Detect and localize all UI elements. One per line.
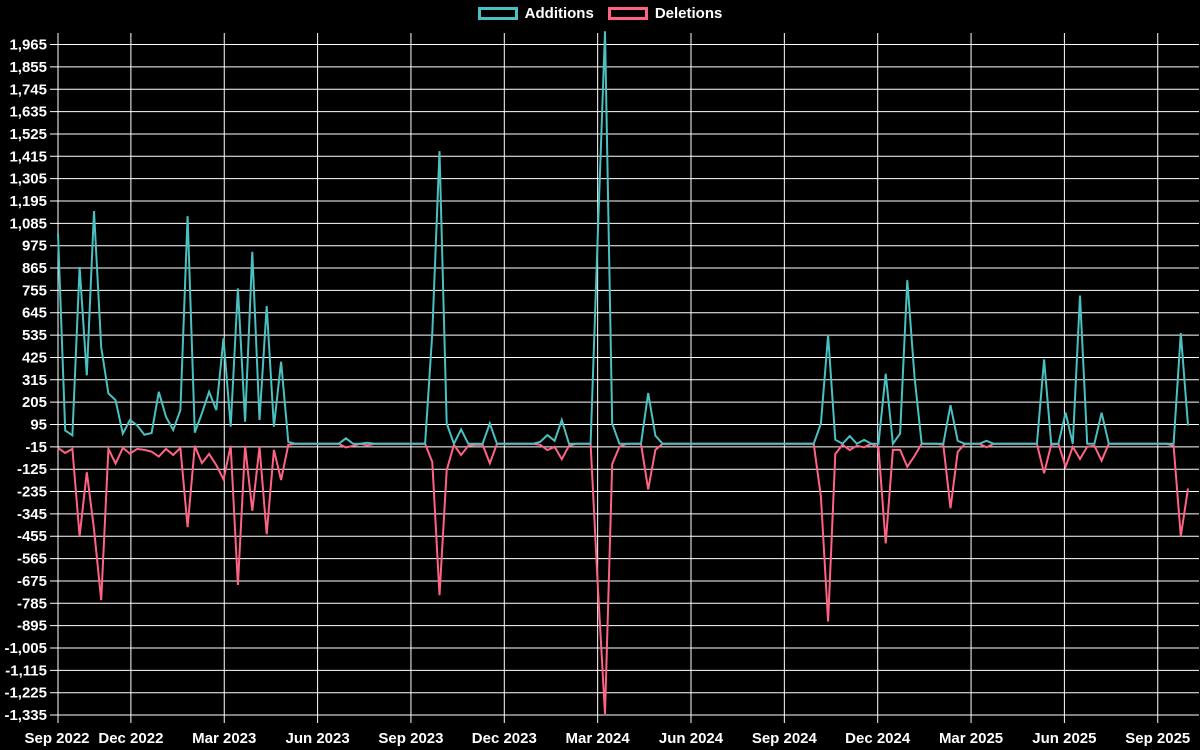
x-axis-tick-label: Mar 2025 [939,730,1003,747]
legend-item-additions[interactable]: Additions [477,5,594,22]
x-axis-tick-label: Mar 2023 [192,730,256,747]
x-axis-tick-label: Dec 2023 [472,730,537,747]
y-axis-tick-label: -1,005 [4,640,47,657]
y-axis-tick-label: -565 [17,551,47,568]
y-axis-tick-label: -1,335 [4,707,47,724]
y-axis-tick-label: 315 [22,372,47,389]
y-axis-tick-label: 1,415 [9,148,47,165]
additions-line [57,31,1189,447]
x-axis-tick-label: Sep 2022 [24,730,89,747]
x-axis-tick-label: Sep 2025 [1125,730,1190,747]
legend-label-additions: Additions [524,5,594,22]
x-axis-tick-label: Jun 2025 [1032,730,1096,747]
x-axis-tick-label: Dec 2024 [845,730,911,747]
y-axis-tick-label: 535 [22,327,47,344]
y-axis-tick-label: -785 [17,595,47,612]
x-axis-tick-label: Sep 2024 [752,730,818,747]
y-axis-tick-label: 205 [22,394,47,411]
y-axis-tick-label: 1,305 [9,171,47,188]
y-axis-tick-label: 1,525 [9,126,47,143]
y-axis-tick-label: 755 [22,282,47,299]
deletions-swatch-icon [607,7,648,20]
y-axis-tick-label: 865 [22,260,47,277]
y-axis-tick-label: -345 [17,506,47,523]
y-axis-tick-label: 975 [22,238,47,255]
y-axis-tick-label: -15 [25,439,47,456]
y-axis-tick-label: -895 [17,618,47,635]
legend-label-deletions: Deletions [654,5,723,22]
x-axis-tick-label: Sep 2023 [378,730,443,747]
y-axis-tick-label: -1,225 [4,685,47,702]
y-axis-tick-label: -675 [17,573,47,590]
x-axis-tick-label: Dec 2022 [98,730,163,747]
x-axis-tick-label: Jun 2023 [285,730,349,747]
legend-item-deletions[interactable]: Deletions [607,5,723,22]
chart-legend: Additions Deletions [0,6,1200,21]
y-axis-tick-label: 1,965 [9,37,47,54]
y-axis-tick-label: 425 [22,349,47,366]
x-axis-tick-label: Jun 2024 [659,730,724,747]
deletions-line [57,442,1189,715]
y-axis-tick-label: 1,635 [9,104,47,121]
y-axis-tick-label: -455 [17,528,47,545]
y-axis-tick-label: 95 [30,416,47,433]
x-axis-tick-label: Mar 2024 [566,730,631,747]
y-axis-tick-label: 1,855 [9,59,47,76]
y-axis-tick-label: 1,195 [9,193,47,210]
y-axis-tick-label: 645 [22,305,47,322]
y-axis-tick-label: -1,115 [5,662,47,679]
additions-swatch-icon [477,7,518,20]
y-axis-tick-label: -235 [17,484,47,501]
y-axis-tick-label: 1,085 [9,215,47,232]
y-axis-tick-label: -125 [17,461,47,478]
y-axis-tick-label: 1,745 [9,81,47,98]
